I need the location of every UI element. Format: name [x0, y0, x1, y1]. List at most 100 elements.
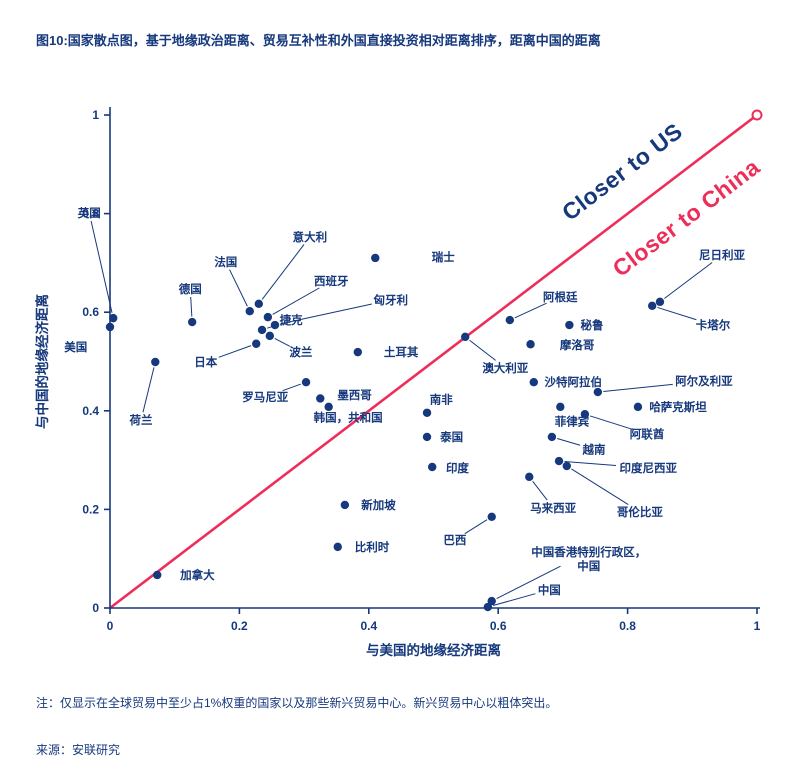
y-tick-label: 0.8 — [82, 207, 99, 221]
data-point — [333, 542, 342, 552]
country-label: 泰国 — [439, 430, 463, 444]
data-point — [151, 357, 160, 367]
y-tick-label: 0.4 — [82, 404, 99, 418]
country-label: 英国 — [77, 206, 101, 220]
leader-line — [564, 461, 617, 466]
data-point — [324, 402, 333, 412]
data-point — [647, 301, 657, 310]
figure-source: 来源：安联研究 — [36, 743, 121, 757]
country-label: 阿尔及利亚 — [675, 374, 733, 388]
data-point — [529, 378, 538, 387]
country-label: 瑞士 — [432, 250, 455, 264]
y-axis-title: 与中国的地缘经济距离 — [34, 294, 50, 429]
data-point — [505, 315, 515, 325]
leader-line — [557, 437, 581, 446]
country-label: 中国 — [538, 583, 561, 597]
data-point — [565, 320, 574, 330]
data-point — [109, 313, 118, 323]
data-point — [526, 340, 535, 349]
diagonal-endpoint-marker — [751, 109, 763, 121]
data-point — [301, 378, 311, 387]
leader-line — [464, 519, 488, 535]
country-label: 越南 — [581, 442, 605, 456]
data-point — [245, 307, 254, 316]
data-point — [487, 596, 496, 606]
country-label: 罗马尼亚 — [242, 390, 288, 404]
leader-line — [142, 367, 155, 413]
closer-to-us-label: Closer to US — [557, 118, 687, 226]
data-point — [265, 331, 275, 341]
data-point — [422, 408, 432, 417]
leader-line — [218, 345, 252, 358]
country-label: 中国香港特别行政区，中国 — [531, 545, 646, 573]
country-label: 尼日利亚 — [699, 248, 745, 262]
figure-number: 图10: — [36, 33, 68, 48]
country-label: 印度 — [446, 461, 469, 475]
leader-line — [267, 324, 279, 329]
country-label: 摩洛哥 — [560, 338, 595, 352]
data-point — [562, 461, 571, 471]
y-tick-label: 1 — [92, 108, 99, 122]
country-label: 印度尼西亚 — [620, 461, 678, 475]
data-point — [263, 312, 273, 322]
country-label: 卡塔尔 — [696, 318, 731, 332]
leader-line — [589, 415, 631, 430]
country-label: 哈萨克斯坦 — [649, 400, 707, 414]
figure-note: 注：仅显示在全球贸易中至少占1%权重的国家以及那些新兴贸易中心。新兴贸易中心以粗… — [36, 696, 558, 710]
data-point — [461, 332, 470, 342]
leader-line — [90, 220, 113, 313]
country-label: 意大利 — [293, 230, 328, 244]
leader-line — [282, 383, 302, 392]
leader-line — [657, 306, 697, 321]
country-label: 西班牙 — [314, 274, 349, 288]
data-point — [593, 387, 603, 397]
y-tick-label: 0.2 — [82, 502, 99, 516]
leader-line — [571, 468, 629, 506]
data-point — [554, 456, 564, 466]
scatter-plot: 0 0.2 0.4 0.6 0.8 1 0 0.2 0.4 0.6 0.8 1 与美国的地缘经济距离 与中… — [34, 107, 765, 658]
data-point — [371, 253, 380, 263]
leader-line — [532, 480, 548, 501]
country-label: 沙特阿拉伯 — [545, 375, 603, 389]
country-label: 秘鲁 — [581, 318, 604, 332]
country-label: 马来西亚 — [530, 501, 576, 515]
data-point — [556, 402, 565, 412]
data-point — [633, 402, 643, 412]
country-label: 荷兰 — [129, 413, 153, 427]
leader-line — [274, 337, 291, 347]
data-point — [353, 347, 363, 357]
y-tick-label: 0 — [92, 601, 99, 615]
country-label: 菲律宾 — [555, 415, 590, 429]
x-tick-label: 0.2 — [231, 619, 248, 633]
leader-line — [469, 339, 496, 361]
data-point — [257, 325, 267, 335]
country-label: 新加坡 — [361, 498, 396, 512]
data-point — [316, 394, 325, 403]
x-axis-title: 与美国的地缘经济距离 — [366, 642, 501, 658]
x-tick-label: 0 — [107, 619, 114, 633]
leader-line — [272, 287, 320, 315]
data-point — [422, 432, 432, 442]
leader-line — [514, 302, 547, 319]
data-point — [252, 339, 261, 348]
country-label: 阿根廷 — [543, 290, 578, 304]
x-tick-label: 0.8 — [619, 619, 636, 633]
leader-line — [190, 296, 193, 317]
leader-line — [603, 383, 673, 393]
country-label: 墨西哥 — [337, 389, 372, 402]
country-label: 加拿大 — [179, 568, 215, 582]
leader-line — [261, 244, 305, 300]
country-label: 澳大利亚 — [482, 361, 528, 375]
country-label: 匈牙利 — [373, 293, 409, 307]
x-tick-label: 0.6 — [490, 619, 507, 633]
figure-title-text: 国家散点图，基于地缘政治距离、贸易互补性和外国直接投资相对距离排序，距离中国的距… — [67, 33, 601, 48]
data-point — [270, 320, 280, 330]
data-point — [340, 500, 350, 510]
leader-line — [280, 303, 373, 325]
data-point — [187, 317, 197, 327]
leader-line — [496, 565, 561, 600]
data-point — [525, 472, 534, 482]
country-label: 比利时 — [355, 540, 390, 554]
figure-title: 图10:国家散点图，基于地缘政治距离、贸易互补性和外国直接投资相对距离排序，距离… — [36, 32, 784, 50]
